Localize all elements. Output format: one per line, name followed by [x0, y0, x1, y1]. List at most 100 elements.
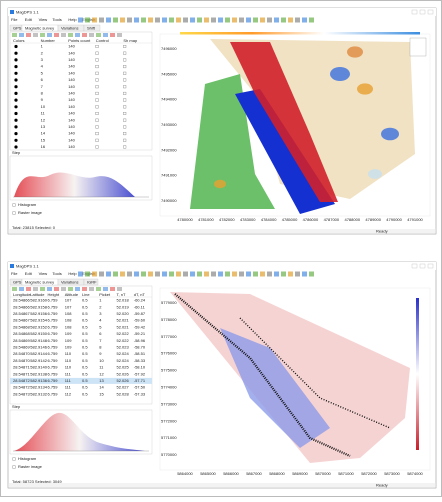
checkbox[interactable]: [95, 125, 99, 129]
checkbox[interactable]: [95, 65, 99, 69]
toolbar-button[interactable]: [239, 271, 244, 277]
table-tool[interactable]: [61, 287, 66, 291]
table-tool[interactable]: [103, 287, 108, 291]
toolbar-button[interactable]: [246, 271, 251, 277]
checkbox[interactable]: [123, 98, 127, 102]
checkbox[interactable]: [123, 85, 127, 89]
toolbar-button[interactable]: [176, 271, 181, 277]
radio-button[interactable]: [12, 203, 16, 207]
table-tool[interactable]: [26, 33, 31, 37]
table-tool[interactable]: [110, 287, 115, 291]
table-tool[interactable]: [33, 33, 38, 37]
menu-item[interactable]: Edit: [25, 271, 33, 276]
table-tool[interactable]: [110, 33, 115, 37]
toolbar-button[interactable]: [99, 17, 104, 23]
toolbar-button[interactable]: [232, 271, 237, 277]
toolbar-button[interactable]: [141, 271, 146, 277]
table-tool[interactable]: [19, 287, 24, 291]
toolbar-button[interactable]: [134, 17, 139, 23]
toolbar-button[interactable]: [190, 17, 195, 23]
toolbar-button[interactable]: [211, 271, 216, 277]
window-button[interactable]: [419, 263, 426, 269]
checkbox[interactable]: [123, 45, 127, 48]
table-tool[interactable]: [33, 287, 38, 291]
table-tool[interactable]: [96, 33, 101, 37]
checkbox[interactable]: [95, 91, 99, 95]
table-tool[interactable]: [117, 33, 122, 37]
table-tool[interactable]: [75, 287, 80, 291]
checkbox[interactable]: [95, 45, 99, 48]
menu-item[interactable]: View: [39, 271, 48, 276]
table-tool[interactable]: [117, 287, 122, 291]
toolbar-button[interactable]: [260, 17, 265, 23]
toolbar-button[interactable]: [218, 271, 223, 277]
toolbar-button[interactable]: [309, 17, 314, 23]
menu-item[interactable]: Help: [68, 17, 77, 22]
toolbar-button[interactable]: [288, 271, 293, 277]
toolbar-button[interactable]: [176, 17, 181, 23]
toolbar-button[interactable]: [281, 17, 286, 23]
toolbar-button[interactable]: [246, 17, 251, 23]
toolbar-button[interactable]: [106, 17, 111, 23]
toolbar-button[interactable]: [218, 17, 223, 23]
checkbox[interactable]: [123, 105, 127, 109]
table-tool[interactable]: [47, 33, 52, 37]
toolbar-button[interactable]: [281, 271, 286, 277]
toolbar-button[interactable]: [197, 17, 202, 23]
table-tool[interactable]: [82, 33, 87, 37]
window-button[interactable]: [419, 9, 426, 15]
toolbar-button[interactable]: [169, 17, 174, 23]
toolbar-button[interactable]: [92, 17, 97, 23]
toolbar-button[interactable]: [309, 271, 314, 277]
table-tool[interactable]: [40, 33, 45, 37]
table-tool[interactable]: [89, 33, 94, 37]
toolbar-button[interactable]: [302, 17, 307, 23]
toolbar-button[interactable]: [267, 271, 272, 277]
toolbar-button[interactable]: [78, 17, 83, 23]
table-tool[interactable]: [54, 287, 59, 291]
table-tool[interactable]: [75, 33, 80, 37]
checkbox[interactable]: [123, 118, 127, 122]
toolbar-button[interactable]: [113, 271, 118, 277]
toolbar-button[interactable]: [99, 271, 104, 277]
toolbar-button[interactable]: [134, 271, 139, 277]
checkbox[interactable]: [123, 91, 127, 95]
toolbar-button[interactable]: [92, 271, 97, 277]
toolbar-button[interactable]: [260, 271, 265, 277]
toolbar-button[interactable]: [225, 17, 230, 23]
toolbar-button[interactable]: [204, 17, 209, 23]
checkbox[interactable]: [95, 105, 99, 109]
checkbox[interactable]: [123, 138, 127, 142]
menu-item[interactable]: File: [11, 17, 18, 22]
table-tool[interactable]: [19, 33, 24, 37]
tab[interactable]: [83, 278, 99, 286]
toolbar-button[interactable]: [155, 271, 160, 277]
toolbar-button[interactable]: [295, 271, 300, 277]
checkbox[interactable]: [95, 112, 99, 115]
toolbar-button[interactable]: [274, 271, 279, 277]
table-tool[interactable]: [40, 287, 45, 291]
table-tool[interactable]: [96, 287, 101, 291]
menu-item[interactable]: Tools: [52, 17, 61, 22]
table-tool[interactable]: [82, 287, 87, 291]
checkbox[interactable]: [123, 112, 127, 115]
toolbar-button[interactable]: [127, 17, 132, 23]
table-tool[interactable]: [47, 287, 52, 291]
toolbar-button[interactable]: [274, 17, 279, 23]
toolbar-button[interactable]: [148, 271, 153, 277]
table-tool[interactable]: [89, 287, 94, 291]
toolbar-button[interactable]: [225, 271, 230, 277]
window-button[interactable]: [411, 263, 418, 269]
menu-item[interactable]: Edit: [25, 17, 33, 22]
toolbar-button[interactable]: [253, 271, 258, 277]
table-tool[interactable]: [61, 33, 66, 37]
toolbar-button[interactable]: [239, 17, 244, 23]
toolbar-button[interactable]: [85, 17, 90, 23]
window-button[interactable]: [411, 9, 418, 15]
toolbar-button[interactable]: [141, 17, 146, 23]
table-tool[interactable]: [12, 287, 17, 291]
checkbox[interactable]: [95, 85, 99, 89]
table-tool[interactable]: [12, 33, 17, 37]
menu-item[interactable]: Tools: [52, 271, 61, 276]
radio-button[interactable]: [12, 211, 16, 215]
